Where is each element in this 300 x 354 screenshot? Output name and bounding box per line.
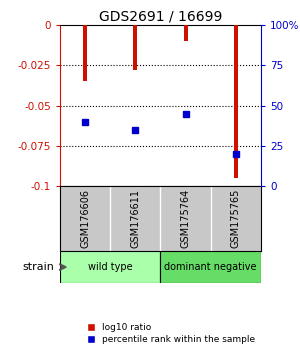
Bar (60, 251, 160, 283)
Bar (184, 25, 188, 41)
Bar (234, 25, 238, 178)
Text: dominant negative: dominant negative (164, 262, 257, 272)
Text: GSM176611: GSM176611 (130, 189, 140, 248)
Text: GSM175765: GSM175765 (231, 189, 241, 248)
Bar (160, 251, 261, 283)
Legend: log10 ratio, percentile rank within the sample: log10 ratio, percentile rank within the … (85, 322, 256, 346)
Text: GSM176606: GSM176606 (80, 189, 90, 248)
Text: wild type: wild type (88, 262, 133, 272)
Text: strain: strain (22, 262, 54, 272)
Title: GDS2691 / 16699: GDS2691 / 16699 (99, 10, 222, 24)
Bar (134, 25, 137, 70)
Bar (83, 25, 87, 81)
Text: GSM175764: GSM175764 (181, 189, 190, 248)
